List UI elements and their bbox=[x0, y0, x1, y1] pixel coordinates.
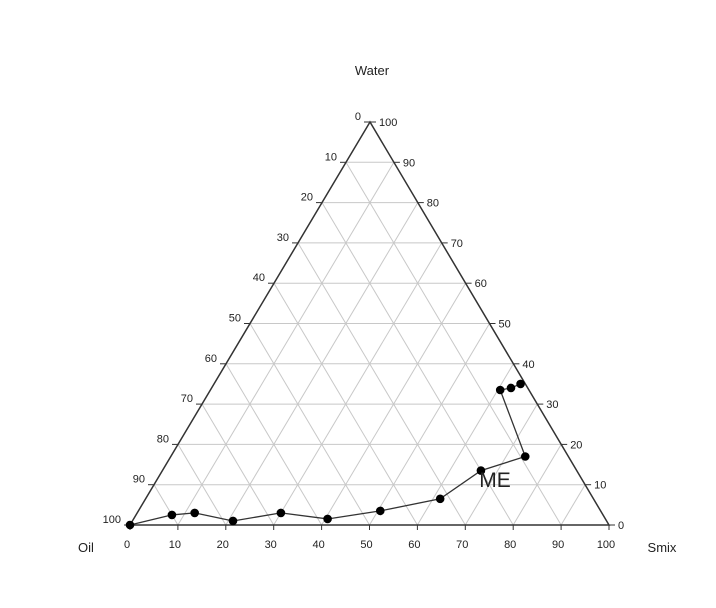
me-region-label: ME bbox=[479, 469, 511, 492]
tick-labels: 0 0 0 10 10 10 20 20 20 30 30 30 40 40 40 50 50 50 60 60 60 7… bbox=[103, 111, 624, 551]
grid-line bbox=[177, 444, 227, 526]
data-point bbox=[435, 494, 445, 504]
right-tick-label: 40 bbox=[522, 359, 534, 371]
bottom-tick-label: 0 bbox=[124, 539, 130, 551]
right-tick-label: 80 bbox=[427, 198, 439, 210]
grid-line bbox=[369, 323, 490, 526]
left-tick-label: 10 bbox=[325, 151, 337, 163]
data-point bbox=[228, 516, 238, 526]
water-axis-label: Water bbox=[355, 63, 390, 78]
data-point bbox=[125, 520, 135, 530]
right-tick-label: 70 bbox=[451, 238, 463, 250]
data-point bbox=[167, 510, 177, 520]
smix-axis-label: Smix bbox=[648, 540, 677, 555]
right-tick-label: 100 bbox=[379, 117, 397, 129]
data-point bbox=[323, 514, 332, 524]
left-tick-label: 70 bbox=[181, 393, 193, 405]
left-tick-label: 0 bbox=[355, 111, 361, 123]
data-point bbox=[375, 506, 385, 516]
data-point bbox=[516, 379, 525, 389]
grid-line bbox=[177, 162, 395, 526]
bottom-tick-label: 90 bbox=[552, 539, 564, 551]
right-tick-label: 60 bbox=[475, 278, 487, 290]
right-tick-label: 50 bbox=[499, 319, 511, 331]
data-point bbox=[495, 385, 505, 395]
grid-line bbox=[273, 242, 443, 526]
bottom-tick-label: 100 bbox=[597, 539, 615, 551]
bottom-tick-label: 10 bbox=[169, 539, 181, 551]
grid-lines bbox=[153, 161, 586, 526]
left-tick-label: 50 bbox=[229, 313, 241, 325]
left-tick-label: 60 bbox=[205, 353, 217, 365]
right-tick-label: 0 bbox=[618, 520, 624, 532]
grid-line bbox=[201, 403, 275, 526]
bottom-tick-label: 70 bbox=[456, 539, 468, 551]
data-point bbox=[476, 466, 486, 475]
grid-line bbox=[345, 162, 562, 526]
left-tick-label: 80 bbox=[157, 433, 169, 445]
grid-line bbox=[249, 323, 370, 526]
oil-axis-label: Oil bbox=[78, 540, 94, 555]
data-point bbox=[276, 508, 286, 518]
bottom-tick-label: 60 bbox=[408, 539, 420, 551]
bottom-tick-label: 40 bbox=[312, 539, 324, 551]
bottom-tick-label: 30 bbox=[265, 539, 277, 551]
left-tick-label: 40 bbox=[253, 272, 265, 284]
grid-line bbox=[512, 444, 562, 526]
grid-line bbox=[297, 242, 466, 526]
left-tick-label: 30 bbox=[277, 232, 289, 244]
data-series bbox=[125, 379, 530, 530]
bottom-tick-label: 50 bbox=[360, 539, 372, 551]
grid-line bbox=[225, 363, 323, 526]
data-point bbox=[506, 383, 516, 393]
bottom-tick-label: 80 bbox=[504, 539, 516, 551]
left-tick-label: 100 bbox=[103, 514, 121, 526]
data-point bbox=[520, 452, 530, 461]
left-tick-label: 20 bbox=[301, 192, 313, 204]
tick-marks bbox=[124, 121, 615, 530]
right-tick-label: 10 bbox=[594, 480, 606, 492]
grid-line bbox=[560, 484, 586, 526]
data-point bbox=[190, 508, 199, 518]
right-tick-label: 90 bbox=[403, 157, 415, 169]
bottom-tick-label: 20 bbox=[217, 539, 229, 551]
left-tick-label: 90 bbox=[133, 474, 145, 486]
right-tick-label: 30 bbox=[546, 399, 558, 411]
right-tick-label: 20 bbox=[570, 439, 582, 451]
